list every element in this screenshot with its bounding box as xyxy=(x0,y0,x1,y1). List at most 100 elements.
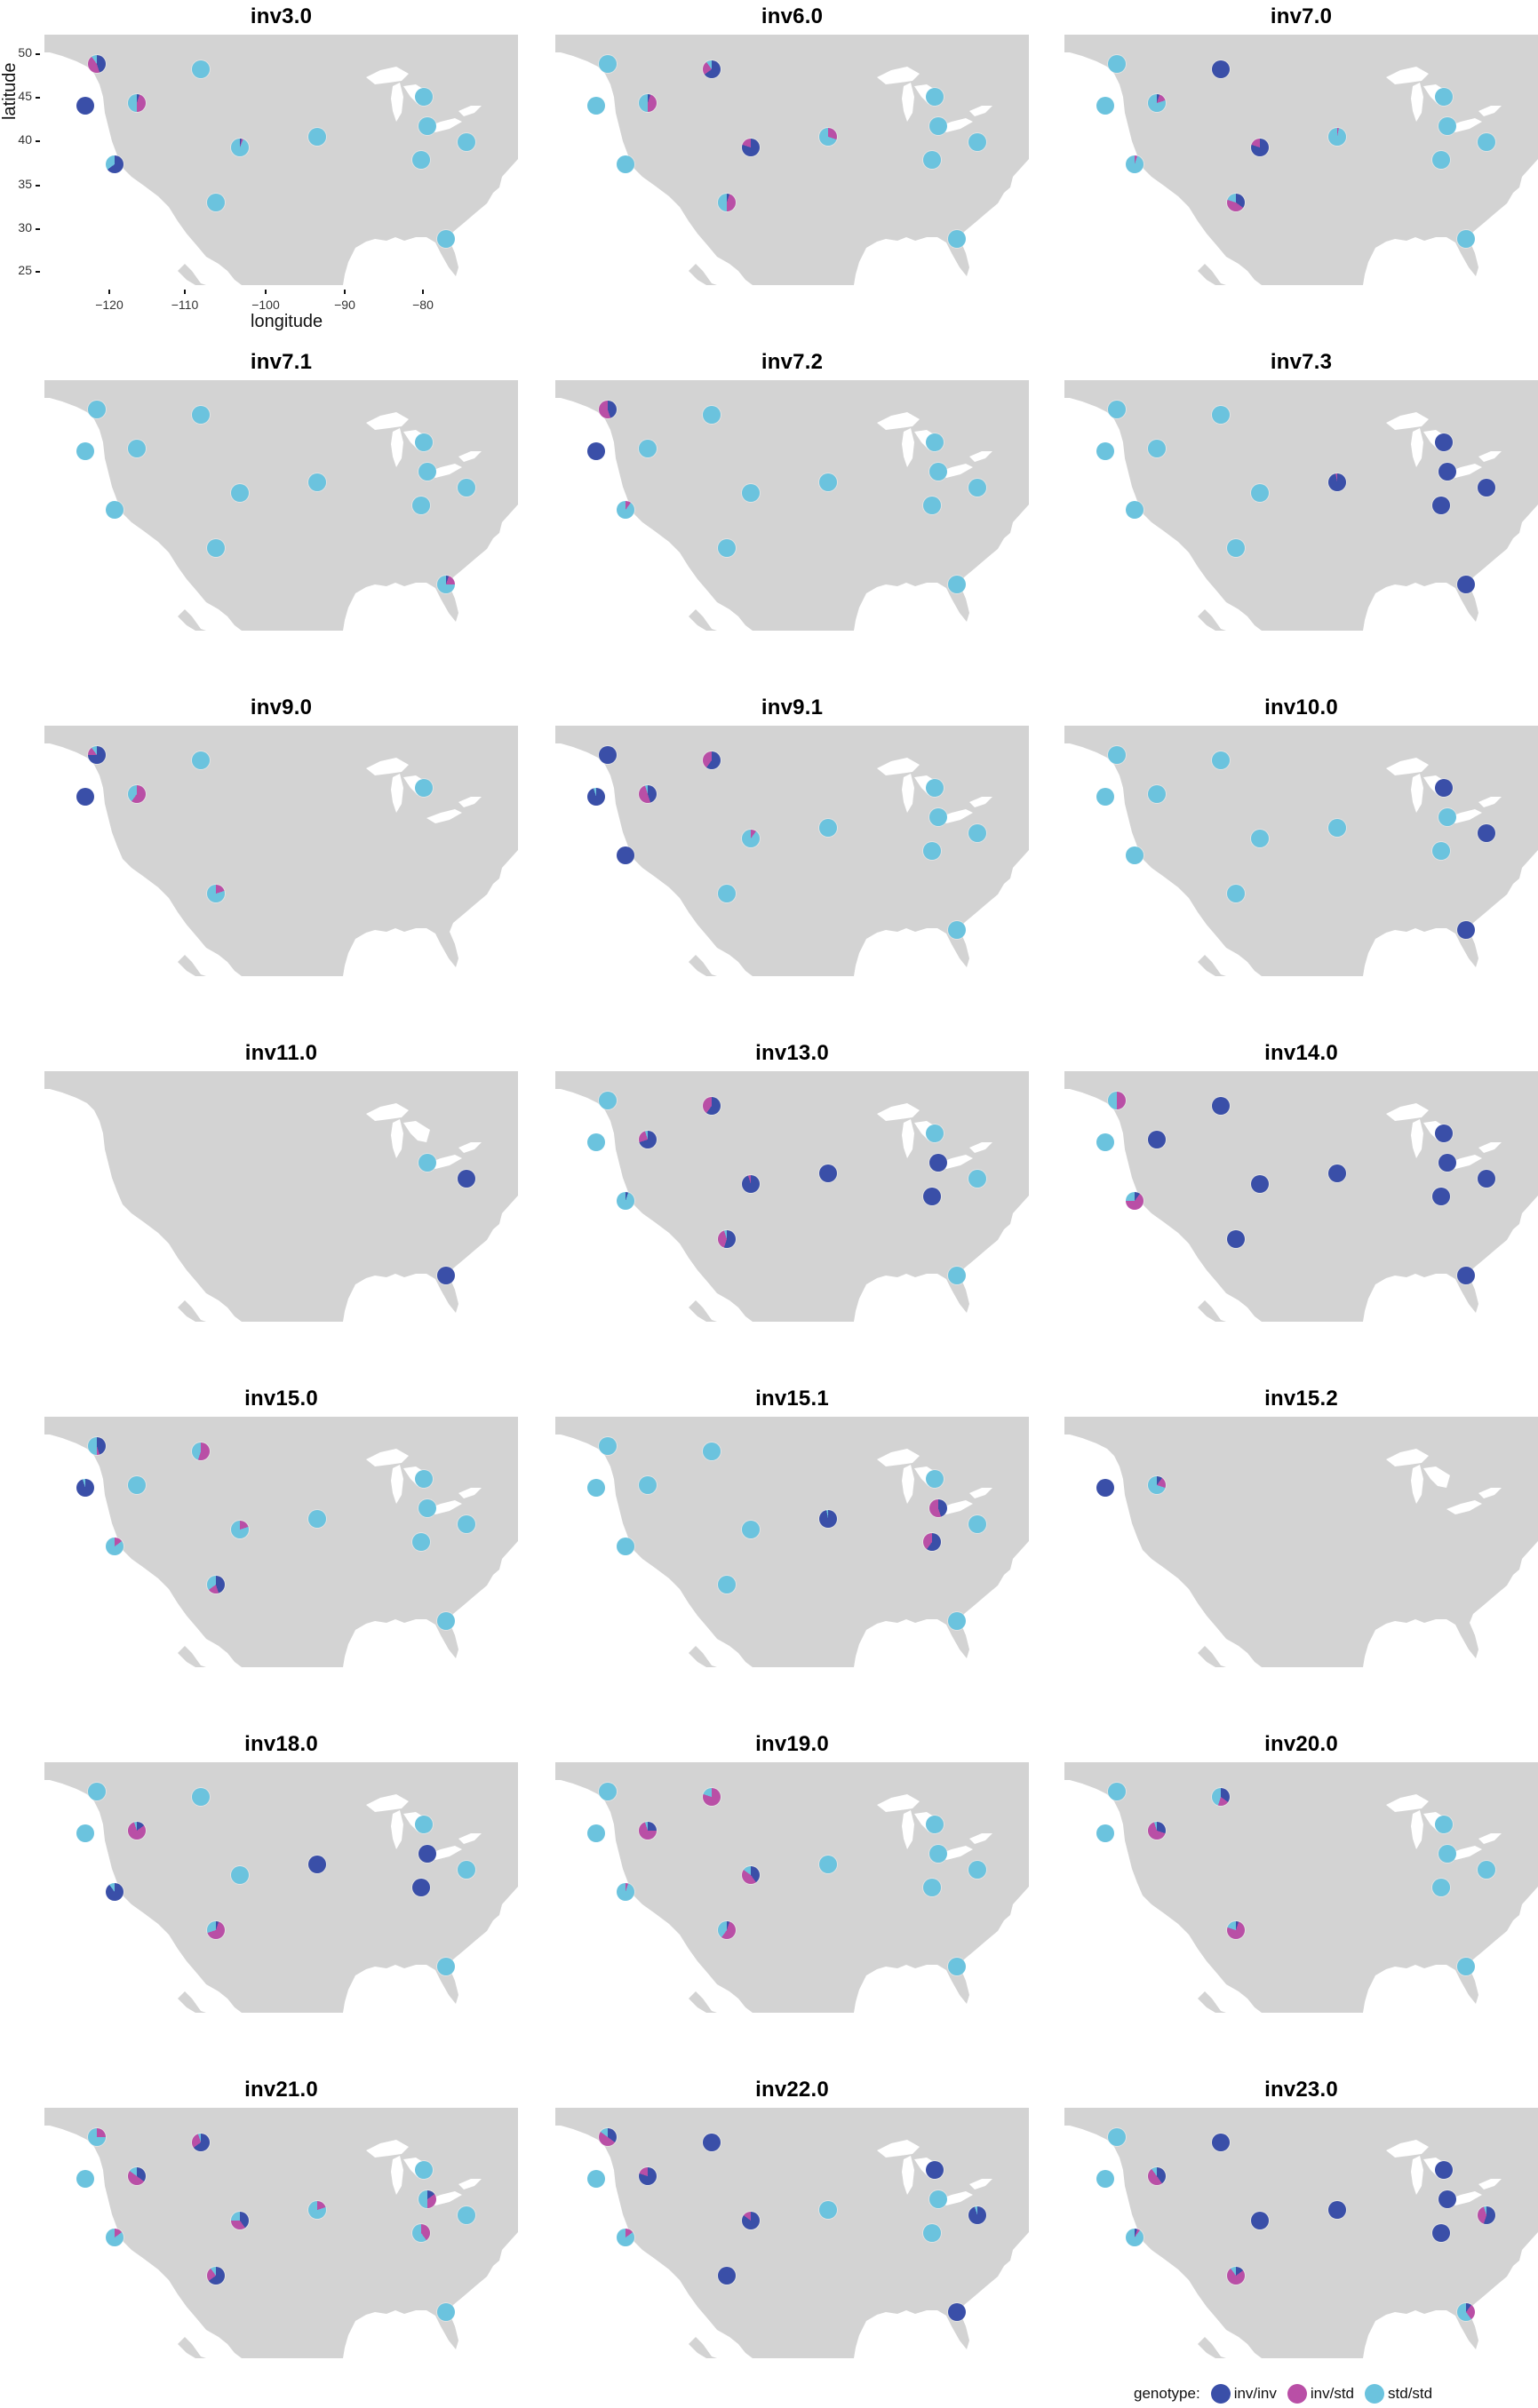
site-pie-3 xyxy=(128,1822,146,1840)
legend: genotype: inv/inv inv/std std/std xyxy=(1134,2384,1432,2404)
site-pie-11 xyxy=(968,2206,986,2224)
site-pie-7 xyxy=(1227,539,1245,557)
site-pie-9 xyxy=(1435,433,1453,451)
site-pie-6 xyxy=(1251,484,1269,502)
site-pie-8 xyxy=(819,1164,837,1182)
site-pie-4 xyxy=(617,501,634,519)
site-pie-6 xyxy=(742,484,760,502)
site-pie-2 xyxy=(1096,442,1114,460)
site-pie-9 xyxy=(415,1470,433,1488)
site-pie-9 xyxy=(415,779,433,797)
site-pie-7 xyxy=(718,539,736,557)
panel-title: inv15.2 xyxy=(1264,1387,1338,1411)
site-pie-3 xyxy=(1148,94,1166,112)
site-pie-6 xyxy=(231,1866,249,1884)
site-pie-10 xyxy=(1438,1154,1456,1172)
site-pie-4 xyxy=(1126,501,1144,519)
site-pie-11 xyxy=(1478,133,1495,151)
site-pie-4 xyxy=(617,1538,634,1555)
site-pie-2 xyxy=(1096,2170,1114,2188)
site-pie-11 xyxy=(1478,824,1495,842)
site-pie-8 xyxy=(308,1510,326,1528)
site-pie-10 xyxy=(418,1845,436,1863)
site-pie-9 xyxy=(1435,1125,1453,1142)
site-pie-13 xyxy=(948,1958,966,1975)
site-pie-3 xyxy=(1148,785,1166,803)
site-pie-10 xyxy=(1438,1845,1456,1863)
site-pie-11 xyxy=(1478,479,1495,497)
site-pie-3 xyxy=(639,94,657,112)
y-tick-label: 45 xyxy=(5,89,40,103)
us-map xyxy=(44,1417,518,1667)
site-pie-3 xyxy=(639,785,657,803)
map-panel-inv19-0: inv19.0 xyxy=(555,1732,1029,2013)
panel-title: inv15.0 xyxy=(244,1387,318,1411)
site-pie-9 xyxy=(926,779,944,797)
site-pie-6 xyxy=(1251,2212,1269,2229)
site-pie-11 xyxy=(968,479,986,497)
us-land-icon xyxy=(44,1071,518,1322)
site-pie-6 xyxy=(231,2212,249,2229)
panel-title: inv13.0 xyxy=(755,1041,829,1065)
site-pie-1 xyxy=(599,2128,617,2146)
us-land-icon xyxy=(555,1417,1029,1667)
legend-swatch-inv-inv-icon xyxy=(1210,2384,1231,2404)
site-pie-13 xyxy=(437,230,455,248)
site-pie-5 xyxy=(703,2134,721,2151)
us-map xyxy=(1064,35,1538,285)
y-tick-label: 25 xyxy=(5,263,40,277)
site-pie-8 xyxy=(819,819,837,837)
site-pie-10 xyxy=(418,463,436,481)
site-pie-4 xyxy=(1126,1192,1144,1210)
site-pie-2 xyxy=(76,2170,94,2188)
site-pie-7 xyxy=(718,1230,736,1248)
site-pie-2 xyxy=(587,1133,605,1151)
panel-title: inv7.3 xyxy=(1270,350,1333,374)
site-pie-3 xyxy=(128,1476,146,1494)
site-pie-4 xyxy=(617,1883,634,1901)
site-pie-3 xyxy=(639,1822,657,1840)
panel-title: inv23.0 xyxy=(1264,2078,1338,2102)
us-map xyxy=(44,35,518,285)
site-pie-8 xyxy=(1328,819,1346,837)
site-pie-10 xyxy=(929,808,947,826)
site-pie-11 xyxy=(968,133,986,151)
us-map xyxy=(1064,380,1538,631)
site-pie-8 xyxy=(819,1510,837,1528)
site-pie-11 xyxy=(968,1861,986,1879)
y-tick-label: 30 xyxy=(5,220,40,234)
site-pie-7 xyxy=(207,885,225,902)
site-pie-2 xyxy=(76,1479,94,1497)
site-pie-9 xyxy=(415,1816,433,1833)
site-pie-5 xyxy=(1212,406,1230,424)
site-pie-12 xyxy=(923,497,941,514)
site-pie-12 xyxy=(923,1188,941,1205)
x-axis-label: longitude xyxy=(251,312,323,331)
site-pie-3 xyxy=(1148,1131,1166,1148)
panel-title: inv15.1 xyxy=(755,1387,829,1411)
map-panel-inv7-2: inv7.2 xyxy=(555,350,1029,631)
site-pie-5 xyxy=(192,751,210,769)
site-pie-6 xyxy=(231,1521,249,1538)
site-pie-11 xyxy=(1478,2206,1495,2224)
us-land-icon xyxy=(44,2108,518,2358)
site-pie-4 xyxy=(106,2229,124,2246)
site-pie-13 xyxy=(1457,1267,1475,1284)
us-map xyxy=(44,2108,518,2358)
us-map xyxy=(1064,2108,1538,2358)
site-pie-10 xyxy=(929,117,947,135)
site-pie-1 xyxy=(599,55,617,73)
panel-title: inv3.0 xyxy=(250,4,313,28)
site-pie-6 xyxy=(742,830,760,847)
panel-title: inv9.0 xyxy=(250,695,313,719)
panel-title: inv19.0 xyxy=(755,1732,829,1756)
site-pie-11 xyxy=(1478,1861,1495,1879)
site-pie-2 xyxy=(76,97,94,115)
site-pie-10 xyxy=(1438,808,1456,826)
site-pie-5 xyxy=(192,60,210,78)
site-pie-12 xyxy=(1432,842,1450,860)
us-map xyxy=(555,1417,1029,1667)
site-pie-5 xyxy=(703,1442,721,1460)
us-map xyxy=(555,380,1029,631)
site-pie-2 xyxy=(76,442,94,460)
